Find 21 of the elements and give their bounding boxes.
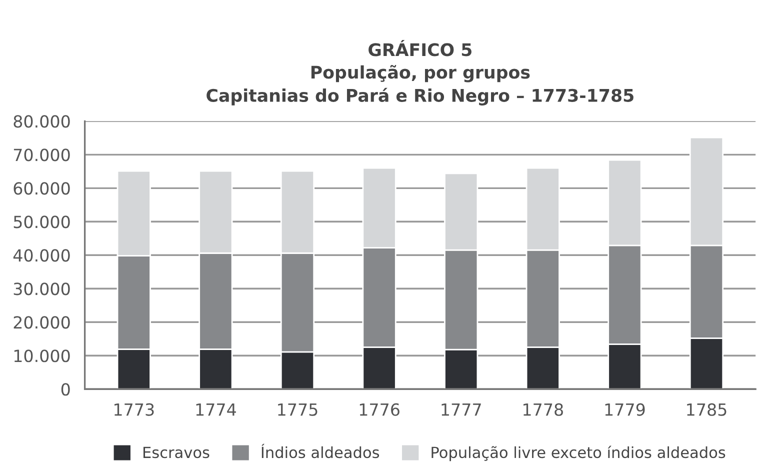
legend-label: Índios aldeados: [262, 444, 380, 458]
x-tick-label: 1774: [196, 404, 236, 416]
x-tick-label: 1785: [687, 403, 726, 416]
y-tick-label: 0: [61, 383, 70, 396]
x-tick-label: 1777: [442, 404, 481, 416]
y-tick-label: 10.000: [14, 350, 70, 362]
y-tick-label: 70.000: [14, 148, 70, 162]
y-tick-label: 30.000: [14, 282, 70, 296]
x-tick-label: 1775: [278, 404, 318, 416]
legend-label: População livre exceto índios aldeados: [432, 446, 726, 462]
y-tick-label: 40.000: [13, 249, 70, 262]
x-tick-label: 1773: [114, 403, 154, 416]
y-tick-label: 60.000: [14, 182, 70, 195]
legend-label: Escravos: [143, 446, 210, 458]
x-tick-label: 1779: [605, 403, 645, 416]
chart-title: GRÁFICO 5 População, por grupos Capitanias do Pará e Rio Negro – 1773-1785: [206, 40, 634, 106]
y-tick-label: 50.000: [14, 216, 70, 228]
y-tick-label: 80.000: [14, 115, 70, 128]
y-tick-label: 20.000: [14, 316, 70, 329]
x-tick-label: 1778: [524, 403, 563, 416]
x-tick-label: 1776: [360, 403, 400, 416]
